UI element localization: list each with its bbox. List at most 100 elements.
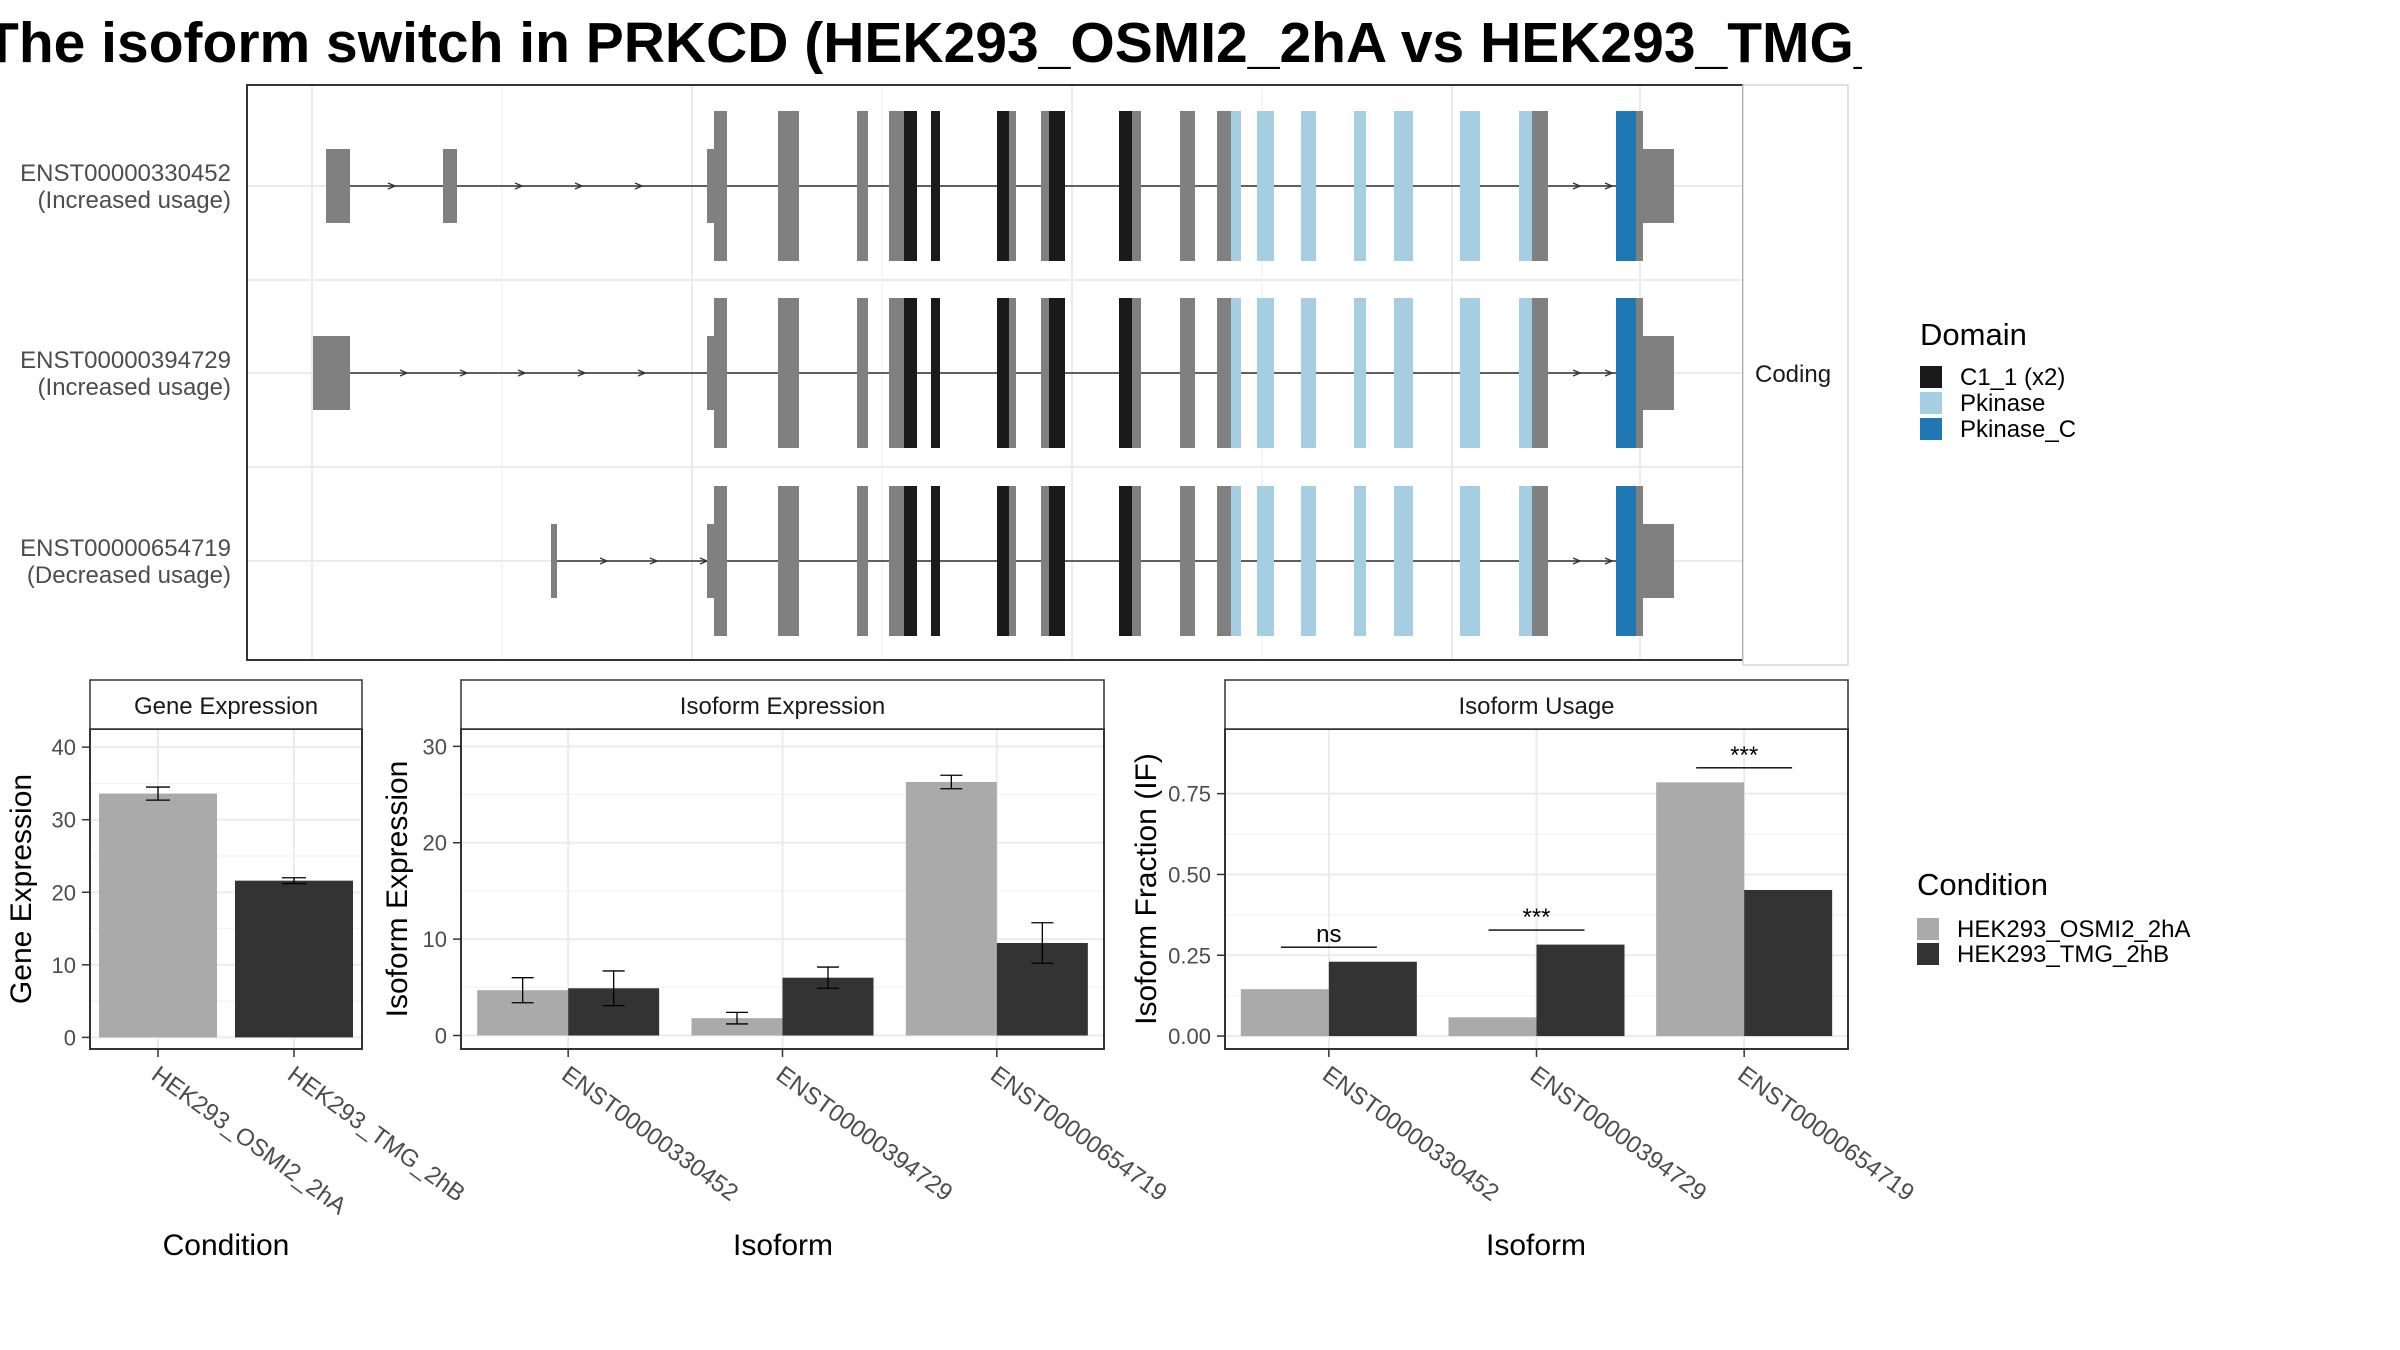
x-tick-label: ENST00000654719 <box>1733 1061 1919 1207</box>
y-axis-title: Isoform Fraction (IF) <box>1130 753 1163 1025</box>
exon <box>1132 111 1141 261</box>
y-tick-label: 0 <box>435 1024 447 1049</box>
facet-label: Coding <box>1755 361 1831 388</box>
transcript-usage-label: (Decreased usage) <box>27 562 231 589</box>
domain-pkinase <box>1354 111 1366 261</box>
domain-pkinase <box>1301 298 1316 448</box>
exon <box>1132 486 1141 636</box>
y-tick-label: 40 <box>52 735 76 760</box>
x-tick-label: ENST00000394729 <box>771 1061 957 1207</box>
exon <box>1636 298 1643 448</box>
intron-arrow <box>1604 369 1614 377</box>
domain-pkinase <box>1519 486 1532 636</box>
intron-arrow <box>577 369 587 377</box>
domain-c1-1-x2- <box>1049 486 1065 636</box>
significance-label: *** <box>1730 742 1758 769</box>
exon <box>714 111 727 261</box>
facet-strip-label: Gene Expression <box>134 693 318 720</box>
domain-c1-1-x2- <box>1119 111 1132 261</box>
bar <box>1744 889 1833 1037</box>
y-tick-label: 10 <box>423 927 447 952</box>
condition-legend-title: Condition <box>1917 867 2048 902</box>
utr-exon <box>551 524 557 598</box>
exon <box>1180 486 1195 636</box>
transcript-id-label: ENST00000330452 <box>20 160 231 187</box>
facet-strip <box>460 679 1105 730</box>
facet-strip <box>1224 679 1849 730</box>
transcript-id-label: ENST00000394729 <box>20 347 231 374</box>
intron-arrow <box>1572 557 1582 565</box>
bar <box>1328 961 1417 1037</box>
domain-c1-1-x2- <box>997 486 1009 636</box>
y-tick-label: 0.50 <box>1168 862 1211 887</box>
transcript-labels: ENST00000330452(Increased usage) ENST0000… <box>20 160 231 589</box>
exon <box>1217 298 1231 448</box>
domain-legend-swatch <box>1920 418 1942 440</box>
intron-arrow <box>517 369 527 377</box>
bar <box>99 793 217 1038</box>
transcript-usage-label: (Increased usage) <box>38 187 231 214</box>
condition-legend-swatch <box>1917 918 1939 940</box>
utr-exon <box>707 524 714 598</box>
exon <box>857 486 868 636</box>
intron-arrow <box>634 182 644 190</box>
transcript-row-ENST00000394729 <box>313 298 1674 448</box>
intron-arrow <box>1572 182 1582 190</box>
y-tick-label: 20 <box>423 831 447 856</box>
facet-strip-label: Isoform Expression <box>680 693 885 720</box>
domain-c1-1-x2- <box>997 298 1009 448</box>
facet-strip <box>1742 84 1849 666</box>
exon <box>889 486 904 636</box>
bar-chart-panels: Gene Expression010203040HEK293_OSMI2_2hA… <box>5 679 1919 1262</box>
x-axis-title: Isoform <box>1486 1229 1586 1262</box>
bar-panel-gene-expression: Gene Expression010203040HEK293_OSMI2_2hA… <box>5 679 470 1262</box>
domain-c1-1-x2- <box>904 486 917 636</box>
y-tick-label: 0 <box>64 1025 76 1050</box>
transcript-structure-panel: ENST00000330452(Increased usage) ENST0000… <box>20 84 1849 666</box>
transcript-id-label: ENST00000654719 <box>20 535 231 562</box>
exon <box>778 111 799 261</box>
domain-c1-1-x2- <box>931 298 940 448</box>
domain-legend-label: C1_1 (x2) <box>1960 364 2065 391</box>
exon <box>1009 486 1016 636</box>
exon <box>1009 111 1016 261</box>
domain-pkinase <box>1257 298 1274 448</box>
domain-pkinase <box>1394 298 1413 448</box>
facet-strip-label: Isoform Usage <box>1458 693 1614 720</box>
y-axis-title: Gene Expression <box>5 774 38 1004</box>
exon <box>889 298 904 448</box>
domain-c1-1-x2- <box>904 298 917 448</box>
domain-pkinase-c <box>1616 298 1636 448</box>
chart-title-text: The isoform switch in PRKCD (HEK293_OSMI… <box>0 11 1862 75</box>
y-tick-label: 0.75 <box>1168 782 1211 807</box>
domain-legend-swatch <box>1920 392 1942 414</box>
domain-pkinase <box>1257 111 1274 261</box>
utr-exon <box>707 336 714 410</box>
intron-arrow <box>1604 182 1614 190</box>
domain-legend-label: Pkinase_C <box>1960 416 2076 443</box>
domain-pkinase <box>1231 111 1241 261</box>
x-tick-label: ENST00000654719 <box>985 1061 1171 1207</box>
domain-c1-1-x2- <box>997 111 1009 261</box>
domain-c1-1-x2- <box>931 486 940 636</box>
bar <box>691 1018 783 1036</box>
domain-pkinase <box>1460 486 1480 636</box>
x-axis-title: Condition <box>163 1229 290 1262</box>
utr-exon <box>326 149 350 223</box>
domain-pkinase <box>1519 298 1532 448</box>
bar <box>1656 782 1745 1037</box>
exon <box>1009 298 1016 448</box>
intron-arrow <box>1572 369 1582 377</box>
significance-label: ns <box>1316 921 1341 948</box>
intron-arrow <box>459 369 469 377</box>
utr-exon <box>1643 336 1674 410</box>
utr-exon <box>313 336 350 410</box>
exon <box>1636 111 1643 261</box>
intron-arrow <box>1604 557 1614 565</box>
domain-pkinase <box>1460 111 1480 261</box>
domain-pkinase <box>1231 298 1241 448</box>
x-tick-label: ENST00000330452 <box>1317 1061 1503 1207</box>
exon <box>1636 486 1643 636</box>
domain-pkinase-c <box>1616 486 1636 636</box>
